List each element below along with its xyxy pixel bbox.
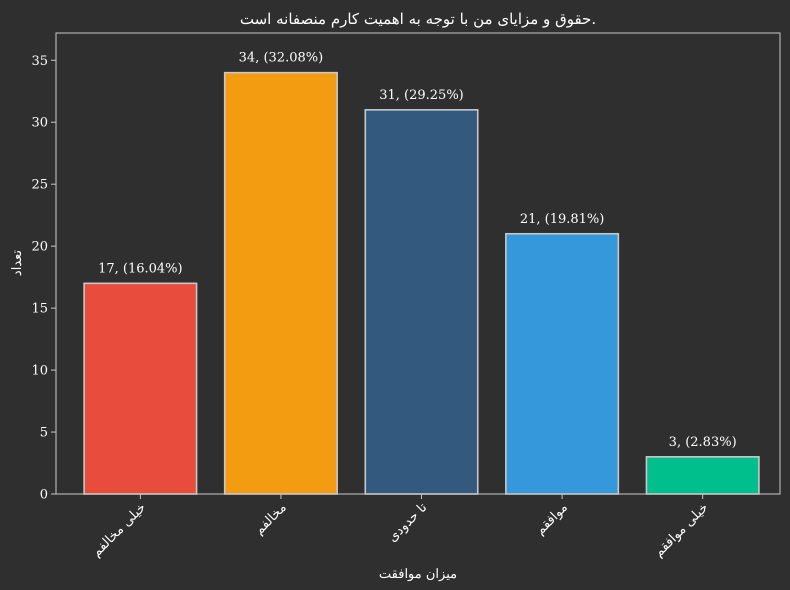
y-tick-label: 5 — [40, 426, 48, 441]
y-tick-label: 35 — [31, 54, 48, 69]
y-axis-label: تعداد — [10, 250, 25, 276]
data-label: 21, (19.81%) — [520, 212, 605, 227]
data-label: 34, (32.08%) — [239, 51, 324, 66]
x-tick-label: مخالفم — [252, 500, 290, 538]
bar — [364, 109, 479, 495]
bar — [505, 232, 620, 495]
y-tick-label: 15 — [31, 302, 48, 317]
x-tick-label: خیلی موافقم — [651, 500, 711, 560]
y-tick-label: 0 — [40, 488, 48, 503]
x-tick-label: خیلی مخالفم — [89, 500, 149, 560]
bar — [83, 282, 198, 495]
y-tick-label: 30 — [31, 116, 48, 131]
bar — [223, 71, 338, 495]
data-label: 17, (16.04%) — [98, 261, 183, 276]
y-tick-label: 10 — [31, 364, 48, 379]
plot-area: 0 5 10 15 20 25 30 35 17, (16.04%) خیلی مخالفم 34,… — [31, 32, 781, 560]
data-label: 31, (29.25%) — [379, 88, 464, 103]
x-tick-label: تا حدودی — [385, 500, 430, 545]
chart-title: حقوق و مزایای من با توجه به اهمیت کارم م… — [240, 10, 596, 28]
data-label: 3, (2.83%) — [669, 435, 737, 450]
x-axis-label: میزان موافقت — [379, 567, 457, 582]
y-tick-label: 20 — [31, 240, 48, 255]
x-tick-label: موافقم — [533, 500, 571, 538]
y-tick-label: 25 — [31, 178, 48, 193]
bar — [645, 456, 760, 495]
